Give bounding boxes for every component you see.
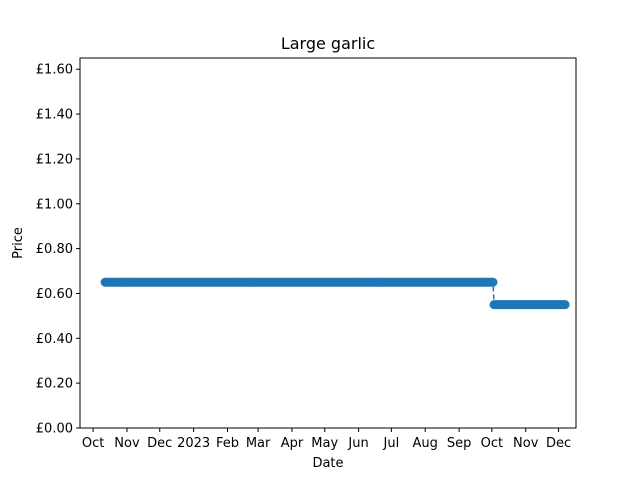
plot-area (100, 277, 570, 310)
x-tick-label: Dec (147, 436, 172, 451)
x-tick-label: 2023 (177, 436, 210, 451)
x-tick-label: Mar (246, 436, 271, 451)
y-axis: £0.00 £0.20 £0.40 £0.60 £0.80 £1.00 £1.20 £1.40… (36, 63, 80, 437)
y-tick-label: £0.20 (36, 377, 73, 392)
x-tick-label: Apr (281, 436, 304, 451)
x-tick-label: Jun (347, 436, 368, 451)
y-tick-label: £0.40 (36, 332, 73, 347)
x-tick-label: Nov (513, 436, 539, 451)
data-point (488, 277, 498, 287)
plot-frame (79, 57, 577, 429)
y-tick-label: £1.00 (36, 197, 73, 212)
y-axis-label: Price (11, 227, 26, 259)
x-tick-label: Nov (114, 436, 140, 451)
data-point (560, 300, 570, 310)
x-tick-label: Jul (383, 436, 400, 451)
y-tick-label: £0.00 (36, 422, 73, 437)
x-tick-label: Feb (216, 436, 239, 451)
y-tick-label: £1.40 (36, 108, 73, 123)
y-tick-label: £1.60 (36, 63, 73, 78)
y-tick-label: £0.80 (36, 242, 73, 257)
y-tick-label: £0.60 (36, 287, 73, 302)
y-tick-label: £1.20 (36, 152, 73, 167)
x-tick-label: May (311, 436, 338, 451)
x-tick-label: Oct (481, 436, 503, 451)
x-tick-label: Oct (82, 436, 104, 451)
x-tick-label: Sep (447, 436, 472, 451)
chart-title: Large garlic (281, 34, 375, 53)
x-tick-label: Aug (413, 436, 438, 451)
x-tick-label: Dec (546, 436, 571, 451)
x-axis-label: Date (312, 456, 343, 471)
x-axis: Oct Nov Dec 2023 Feb Mar Apr May Jun Jul Aug Sep Oct… (82, 428, 571, 451)
